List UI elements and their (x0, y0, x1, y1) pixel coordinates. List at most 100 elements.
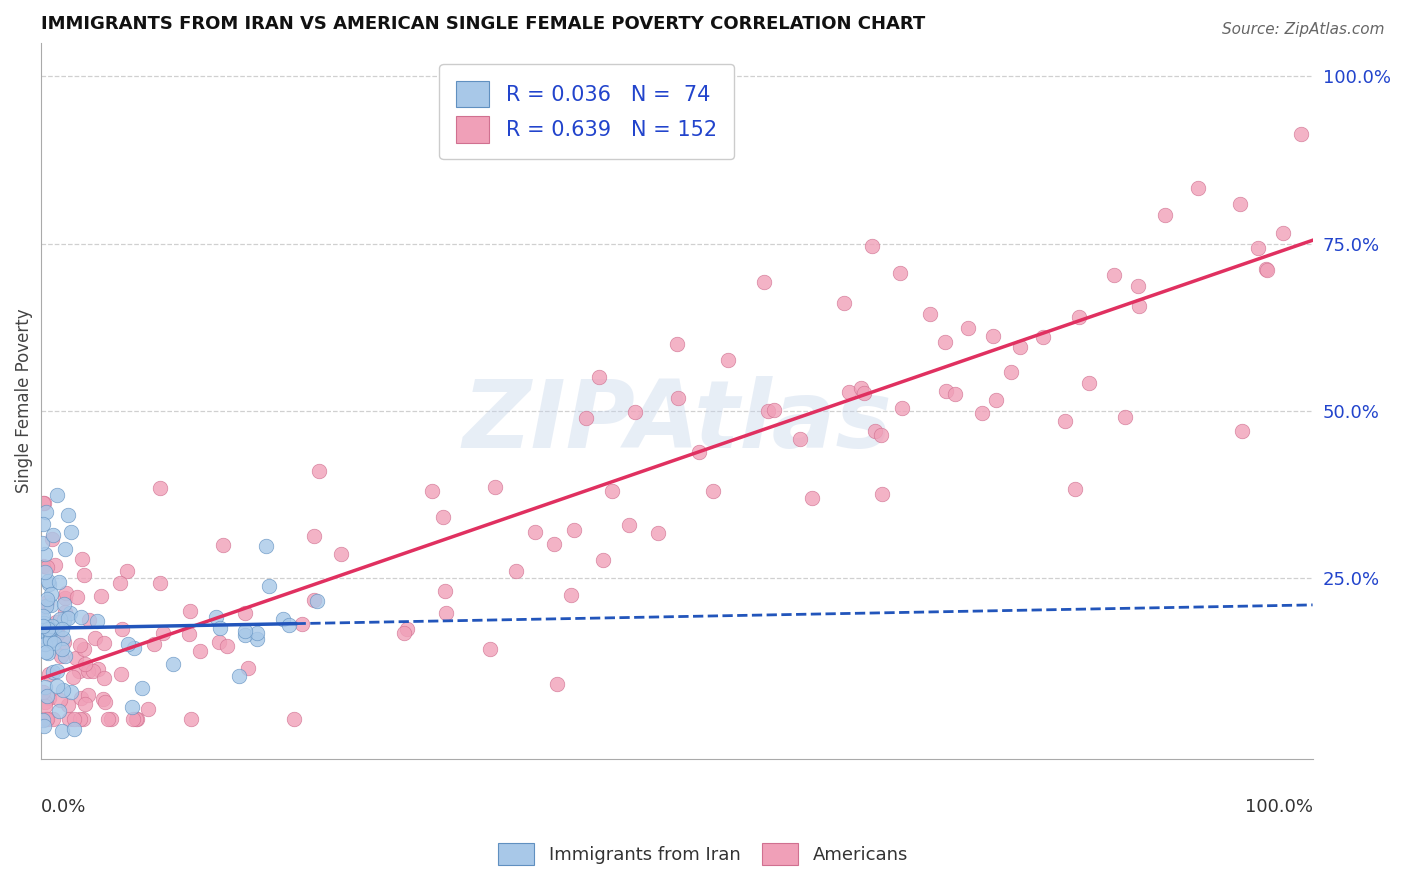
Point (70, 551, 93, 566)
Point (149, 481, 172, 495)
Point (1010, 340, 1032, 354)
Text: 0.0%: 0.0% (41, 798, 87, 816)
Point (108, 576, 131, 591)
Point (45, 615, 67, 629)
Point (420, 483, 443, 498)
Point (789, 432, 811, 446)
Point (396, 623, 419, 637)
Point (891, 401, 914, 415)
Point (32, 496, 55, 510)
Point (110, 667, 132, 681)
Point (69, 610, 91, 624)
Point (59, 685, 82, 699)
Point (131, 681, 153, 695)
Point (34, 719, 56, 733)
Point (233, 607, 256, 621)
Point (32, 559, 55, 574)
Point (188, 644, 211, 658)
Point (38, 666, 60, 681)
Point (117, 637, 139, 651)
Point (208, 621, 231, 635)
Point (179, 603, 201, 617)
Point (970, 405, 993, 419)
Point (53, 635, 76, 649)
Point (943, 387, 966, 401)
Point (45, 627, 67, 641)
Point (121, 700, 143, 714)
Y-axis label: Single Female Poverty: Single Female Poverty (15, 309, 32, 493)
Point (122, 712, 145, 726)
Point (51, 623, 73, 637)
Point (688, 445, 710, 459)
Point (236, 661, 259, 675)
Point (208, 634, 231, 648)
Point (46, 624, 69, 638)
Point (592, 553, 614, 567)
Point (1229, 197, 1251, 211)
Point (505, 565, 527, 579)
Point (72, 712, 94, 726)
Point (31, 536, 53, 550)
Point (76, 688, 98, 702)
Point (546, 677, 568, 691)
Point (302, 528, 325, 542)
Point (52, 682, 75, 697)
Point (39, 598, 62, 612)
Point (860, 239, 883, 253)
Point (31, 618, 53, 632)
Point (934, 334, 956, 349)
Point (35, 712, 58, 726)
Point (65, 651, 87, 665)
Point (37, 628, 59, 642)
Point (37, 574, 59, 589)
Point (702, 483, 724, 498)
Point (1000, 365, 1022, 379)
Point (73, 697, 96, 711)
Point (77, 613, 100, 627)
Point (152, 626, 174, 640)
Point (38, 691, 60, 706)
Point (34, 630, 56, 644)
Point (228, 669, 250, 683)
Point (100, 712, 122, 726)
Point (32, 713, 55, 727)
Point (330, 547, 353, 561)
Point (162, 657, 184, 671)
Point (307, 593, 329, 607)
Point (93, 635, 115, 649)
Point (34, 712, 56, 726)
Point (37, 646, 59, 660)
Point (434, 583, 457, 598)
Point (1032, 329, 1054, 343)
Point (562, 523, 585, 537)
Point (432, 510, 454, 524)
Point (32, 712, 55, 726)
Point (124, 712, 146, 726)
Point (35, 689, 58, 703)
Point (97, 712, 120, 726)
Point (32, 615, 55, 630)
Point (136, 702, 159, 716)
Point (935, 384, 957, 398)
Point (75, 657, 97, 671)
Point (1187, 180, 1209, 194)
Point (115, 565, 138, 579)
Point (90, 589, 112, 603)
Point (35, 645, 58, 659)
Point (31, 496, 53, 510)
Point (853, 386, 876, 401)
Point (38, 627, 60, 641)
Point (58, 611, 80, 625)
Point (42, 712, 65, 726)
Point (291, 616, 314, 631)
Point (48, 574, 70, 589)
Point (235, 624, 257, 638)
Point (254, 540, 277, 554)
Point (34, 698, 56, 713)
Point (849, 381, 872, 395)
Point (302, 592, 325, 607)
Point (1054, 414, 1077, 428)
Point (1153, 208, 1175, 222)
Point (58, 712, 80, 726)
Point (63, 712, 86, 726)
